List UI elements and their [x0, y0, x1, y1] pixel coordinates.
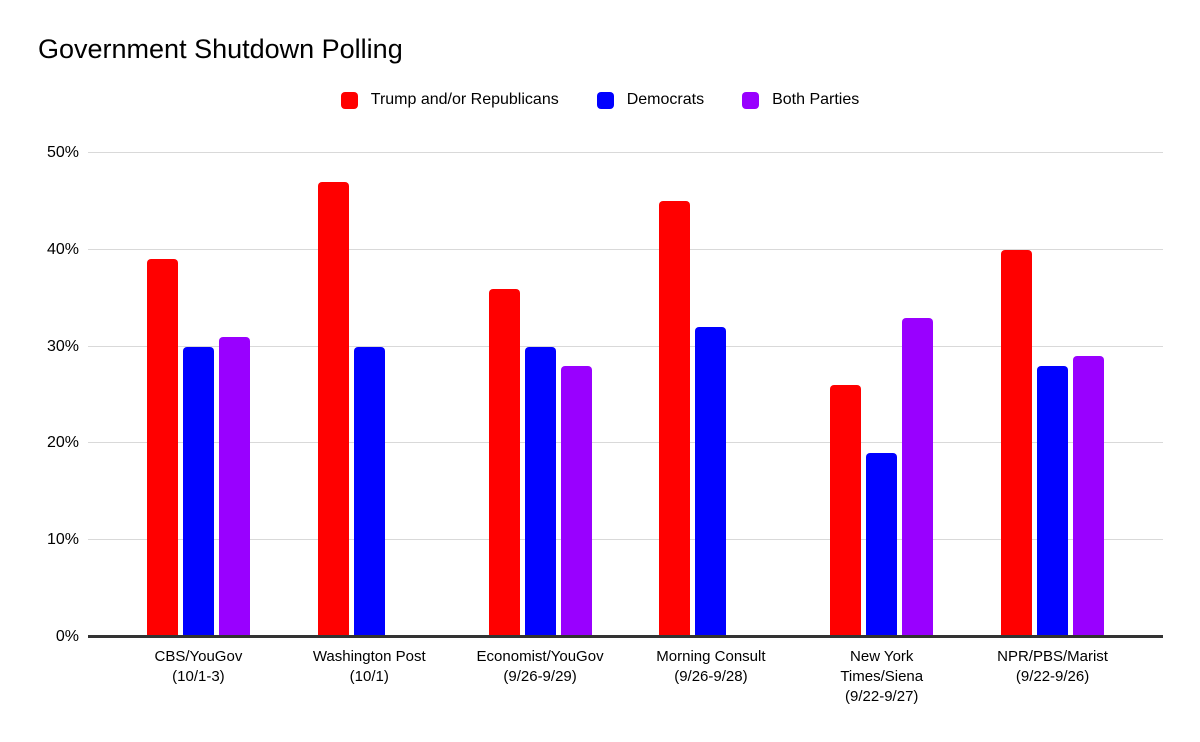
legend-item: Democrats: [596, 91, 705, 109]
y-axis-tick-label: 40%: [46, 240, 79, 258]
plot-area: [88, 153, 1163, 637]
y-axis-tick-label: 30%: [46, 337, 79, 355]
x-axis-line: [88, 635, 1163, 638]
x-axis-label-line: Times/Siena: [840, 668, 924, 685]
bar-slot: [731, 153, 762, 637]
y-axis-tick-label: 0%: [55, 628, 79, 645]
bar-slot: [353, 153, 385, 637]
bar: [659, 201, 691, 637]
legend-item: Trump and/or Republicans: [340, 91, 559, 109]
bar: [218, 336, 250, 637]
legend-swatch-icon: [596, 91, 614, 109]
x-axis-category-label: New York Times/Siena (9/22-9/27): [796, 647, 967, 707]
bar: [560, 365, 592, 637]
gridline: [88, 248, 1163, 250]
bar: [146, 259, 178, 637]
bar-slot: [830, 153, 862, 637]
bar: [902, 317, 934, 637]
bar-group: [796, 153, 967, 637]
x-axis-labels: CBS/YouGov (10/1-3) Washington Post (10/1) E…: [88, 647, 1163, 707]
chart-area: 0% 10% 20% 30% 40% 50% CBS/YouGov (10/1-3) Wash…: [47, 144, 1163, 705]
bar: [317, 182, 349, 637]
legend-item-label: Democrats: [626, 91, 705, 108]
gridline: [88, 152, 1163, 153]
bar: [353, 346, 385, 637]
x-axis-category-label: NPR/PBS/Marist (9/22-9/26): [967, 647, 1138, 707]
legend-item: Both Parties: [742, 91, 859, 109]
bar-slot: [902, 153, 934, 637]
bar-slot: [695, 153, 727, 637]
bar-slot: [1073, 153, 1105, 637]
bar: [830, 385, 862, 637]
y-axis-tick-label: 50%: [46, 144, 79, 161]
bar-group: [284, 153, 455, 637]
bar-slot: [1001, 153, 1033, 637]
y-axis-tick-label: 10%: [46, 531, 79, 549]
bar-slot: [560, 153, 592, 637]
x-axis-category-label: CBS/YouGov (10/1-3): [113, 647, 284, 707]
bar-slot: [524, 153, 556, 637]
bar-slot: [218, 153, 250, 637]
legend-item-label: Both Parties: [772, 91, 860, 108]
x-axis-label-line: CBS/YouGov: [154, 648, 243, 665]
bar-slot: [146, 153, 178, 637]
x-axis-label-line: Morning Consult: [656, 648, 766, 665]
bar: [488, 288, 520, 637]
gridline: [88, 345, 1163, 347]
gridline: [88, 539, 1163, 541]
legend: Trump and/or Republicans Democrats Both Pa…: [0, 91, 1200, 109]
bar-group: [625, 153, 796, 637]
x-axis-category-label: Morning Consult (9/26-9/28): [625, 647, 796, 707]
bar-slot: [1037, 153, 1069, 637]
bar-group: [455, 153, 626, 637]
bar: [695, 327, 727, 637]
x-axis-label-line: (9/22-9/26): [1015, 668, 1090, 685]
legend-item-label: Trump and/or Republicans: [370, 91, 559, 108]
bar-group: [967, 153, 1138, 637]
chart-title: Government Shutdown Polling: [38, 34, 403, 64]
x-axis-label-line: NPR/PBS/Marist: [997, 648, 1108, 665]
x-axis-label-line: New York: [850, 648, 914, 665]
x-axis-label-line: (9/22-9/27): [845, 688, 919, 705]
gridline: [88, 442, 1163, 444]
x-axis-category-label: Washington Post (10/1): [284, 647, 455, 707]
bar: [1037, 365, 1069, 637]
x-axis-label-line: (9/26-9/29): [503, 668, 577, 685]
bar: [866, 453, 898, 637]
x-axis-category-label: Economist/YouGov (9/26-9/29): [455, 647, 626, 707]
bar-slot: [317, 153, 349, 637]
x-axis-label-line: (10/1-3): [172, 668, 225, 685]
x-axis-label-line: Economist/YouGov: [476, 648, 604, 665]
bar-slot: [659, 153, 691, 637]
legend-swatch-icon: [340, 91, 358, 109]
bar: [524, 346, 556, 637]
x-axis-label-line: (9/26-9/28): [674, 668, 748, 685]
bar-slot: [488, 153, 520, 637]
bar-slot: [390, 153, 421, 637]
bar: [1073, 356, 1105, 637]
y-axis-tick-label: 20%: [46, 434, 79, 452]
legend-swatch-icon: [742, 91, 760, 109]
bar: [182, 346, 214, 637]
bar-slot: [866, 153, 898, 637]
x-axis-label-line: (10/1): [349, 668, 389, 685]
bar-group: [113, 153, 284, 637]
x-axis-label-line: Washington Post: [312, 648, 426, 665]
bar: [1001, 249, 1033, 637]
bar-slot: [182, 153, 214, 637]
